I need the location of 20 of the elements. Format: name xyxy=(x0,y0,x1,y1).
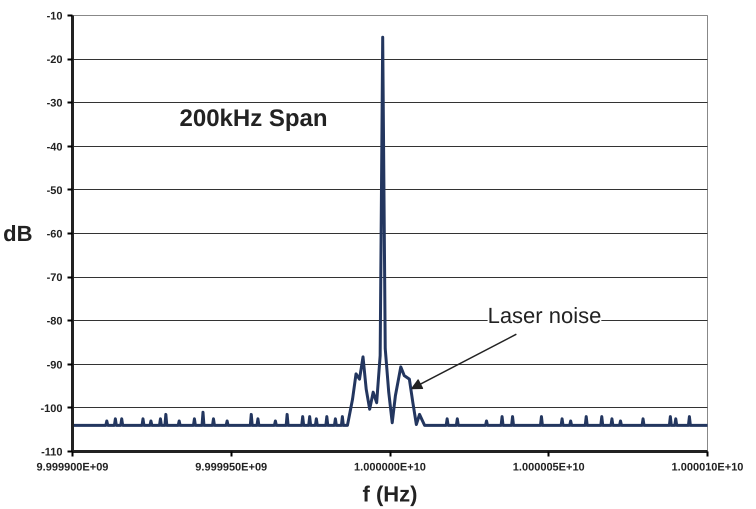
y-axis-title: dB xyxy=(3,221,32,246)
x-axis-title: f (Hz) xyxy=(362,482,418,506)
x-tick-label: 9.999950E+09 xyxy=(195,462,268,474)
y-tick-label: -80 xyxy=(46,316,63,328)
x-tick-label: 1.000005E+10 xyxy=(512,462,585,474)
y-tick-label: -60 xyxy=(46,228,63,240)
y-tick-label: -100 xyxy=(40,402,63,415)
annotation: 200kHz Span xyxy=(180,105,328,132)
y-tick-label: -50 xyxy=(46,184,63,197)
y-tick-label: -70 xyxy=(46,272,63,284)
annotation: Laser noise xyxy=(488,303,602,328)
y-tick-label: -30 xyxy=(46,98,63,110)
y-tick-label: -20 xyxy=(46,54,63,66)
y-tick-label: -90 xyxy=(46,359,63,372)
x-tick-label: 1.000010E+10 xyxy=(672,462,744,474)
y-tick-label: -10 xyxy=(46,10,63,22)
x-tick-label: 1.000000E+10 xyxy=(354,462,426,474)
x-tick-label: 9.999900E+09 xyxy=(36,462,108,474)
y-tick-label: -40 xyxy=(46,141,63,154)
y-tick-label: -110 xyxy=(41,446,63,458)
